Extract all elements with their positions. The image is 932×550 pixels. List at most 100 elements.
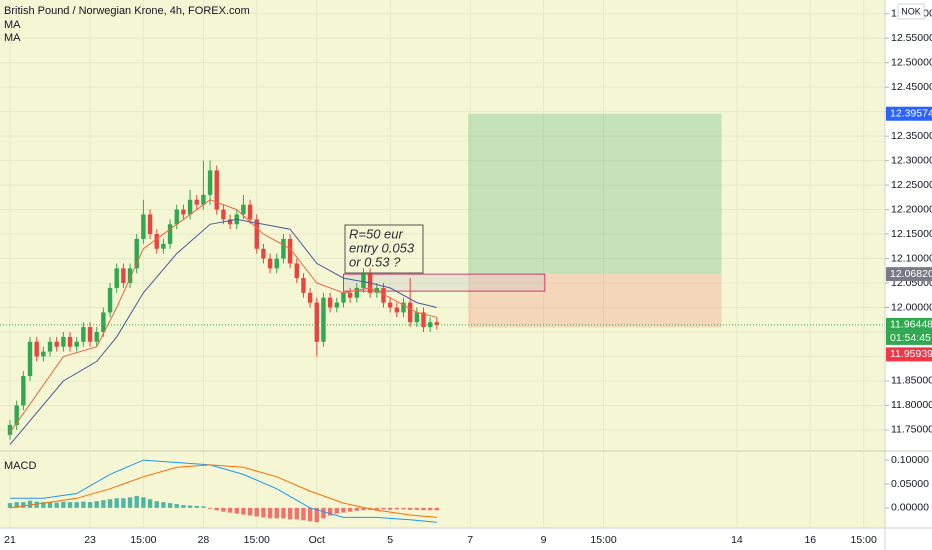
note-line: or 0.53 ? (349, 254, 401, 269)
macd-bar (214, 507, 219, 511)
candle-body (41, 351, 46, 357)
candle-body (67, 336, 73, 347)
macd-bar (47, 502, 53, 508)
price-label: 11.96448 (890, 319, 932, 331)
candle-body (254, 219, 259, 249)
candle-body (274, 258, 279, 269)
legend-entry: MA (4, 19, 21, 31)
price-label-bg (886, 106, 932, 121)
macd-bar (41, 502, 46, 508)
y-tick-label: 11.85000 (891, 375, 932, 387)
macd-bar (401, 507, 406, 510)
macd-bar (427, 507, 433, 511)
candle-body (407, 302, 413, 323)
candle-body (27, 341, 33, 377)
price-label: 12.39574 (890, 108, 932, 120)
candle-body (161, 243, 166, 249)
candle-body (201, 194, 206, 205)
macd-bar (34, 501, 39, 508)
macd-bar (381, 507, 386, 510)
y-tick-label: 0.05000 (891, 478, 929, 490)
macd-bar (274, 507, 279, 519)
macd-bar (134, 495, 139, 508)
macd-bar (241, 507, 246, 515)
candle-body (141, 214, 146, 239)
line-series (9, 218, 437, 445)
macd-bar (154, 501, 159, 508)
macd-bar (301, 507, 306, 521)
macd-bar (267, 507, 273, 519)
macd-bar (294, 507, 299, 520)
line-series (9, 464, 437, 518)
price-label-bg (886, 267, 932, 282)
y-tick-label: 12.10000 (891, 252, 932, 264)
candle-body (94, 331, 99, 342)
candle-body (7, 425, 13, 435)
x-tick-label: Oct (309, 534, 325, 546)
x-tick-label: 15:00 (244, 534, 270, 546)
stop-zone (468, 274, 722, 328)
candle-body (374, 287, 380, 293)
x-tick-label: 15:00 (851, 534, 877, 546)
y-tick-label: 12.20000 (891, 203, 932, 215)
x-tick-label: 7 (467, 534, 473, 546)
candle-body (221, 209, 226, 220)
y-tick-label: 11.75000 (891, 424, 932, 436)
countdown-bg (886, 331, 932, 345)
macd-bar (107, 499, 113, 508)
macd-bar (121, 498, 126, 508)
candle-body (334, 302, 339, 308)
macd-bar (434, 507, 440, 511)
macd-bar (114, 498, 119, 508)
candle-body (147, 214, 153, 235)
candle-body (167, 224, 173, 244)
candle-body (181, 209, 186, 215)
macd-bar (207, 507, 213, 509)
y-tick-label: 11.80000 (891, 399, 932, 411)
candle-body (87, 327, 93, 342)
macd-bar (141, 497, 146, 508)
candle-body (394, 307, 400, 313)
x-tick-label: 9 (541, 534, 547, 546)
target-zone (468, 113, 722, 275)
macd-bar (287, 507, 293, 520)
candle-body (74, 341, 79, 347)
candle-body (174, 209, 179, 225)
candle-body (214, 170, 219, 210)
macd-bar (234, 507, 239, 514)
macd-bar (261, 507, 266, 518)
candle-body (101, 312, 106, 332)
currency: NOK (901, 6, 921, 16)
macd-bar (167, 503, 173, 508)
macd-bar (354, 507, 360, 511)
macd-bar (94, 501, 99, 508)
x-tick-label: 14 (731, 534, 743, 546)
macd-bar (347, 507, 353, 512)
x-tick-label: 16 (804, 534, 816, 546)
candle-body (21, 376, 26, 406)
macd-bar (334, 507, 339, 514)
macd-bar (247, 507, 253, 516)
macd-bar (187, 505, 193, 508)
candle-body (387, 302, 393, 308)
candle-body (414, 312, 420, 323)
candle-body (401, 302, 406, 313)
y-tick-label: 12.35000 (891, 130, 932, 142)
candle-body (427, 322, 433, 328)
x-tick-label: 15:00 (130, 534, 156, 546)
macd-bar (74, 502, 79, 508)
macd-bar (281, 507, 286, 519)
candle-body (107, 287, 113, 313)
y-tick-label: 12.25000 (891, 179, 932, 191)
currency-box[interactable] (897, 3, 925, 20)
y-tick-label: 12.15000 (891, 228, 932, 240)
macd-bar (321, 507, 326, 519)
candle-body (347, 292, 353, 298)
note-line: R=50 eur (349, 226, 404, 241)
macd-bar (227, 507, 233, 513)
line-series (10, 459, 437, 523)
macd-bar (194, 505, 199, 508)
macd-bar (374, 507, 380, 510)
macd-bar (221, 507, 226, 512)
